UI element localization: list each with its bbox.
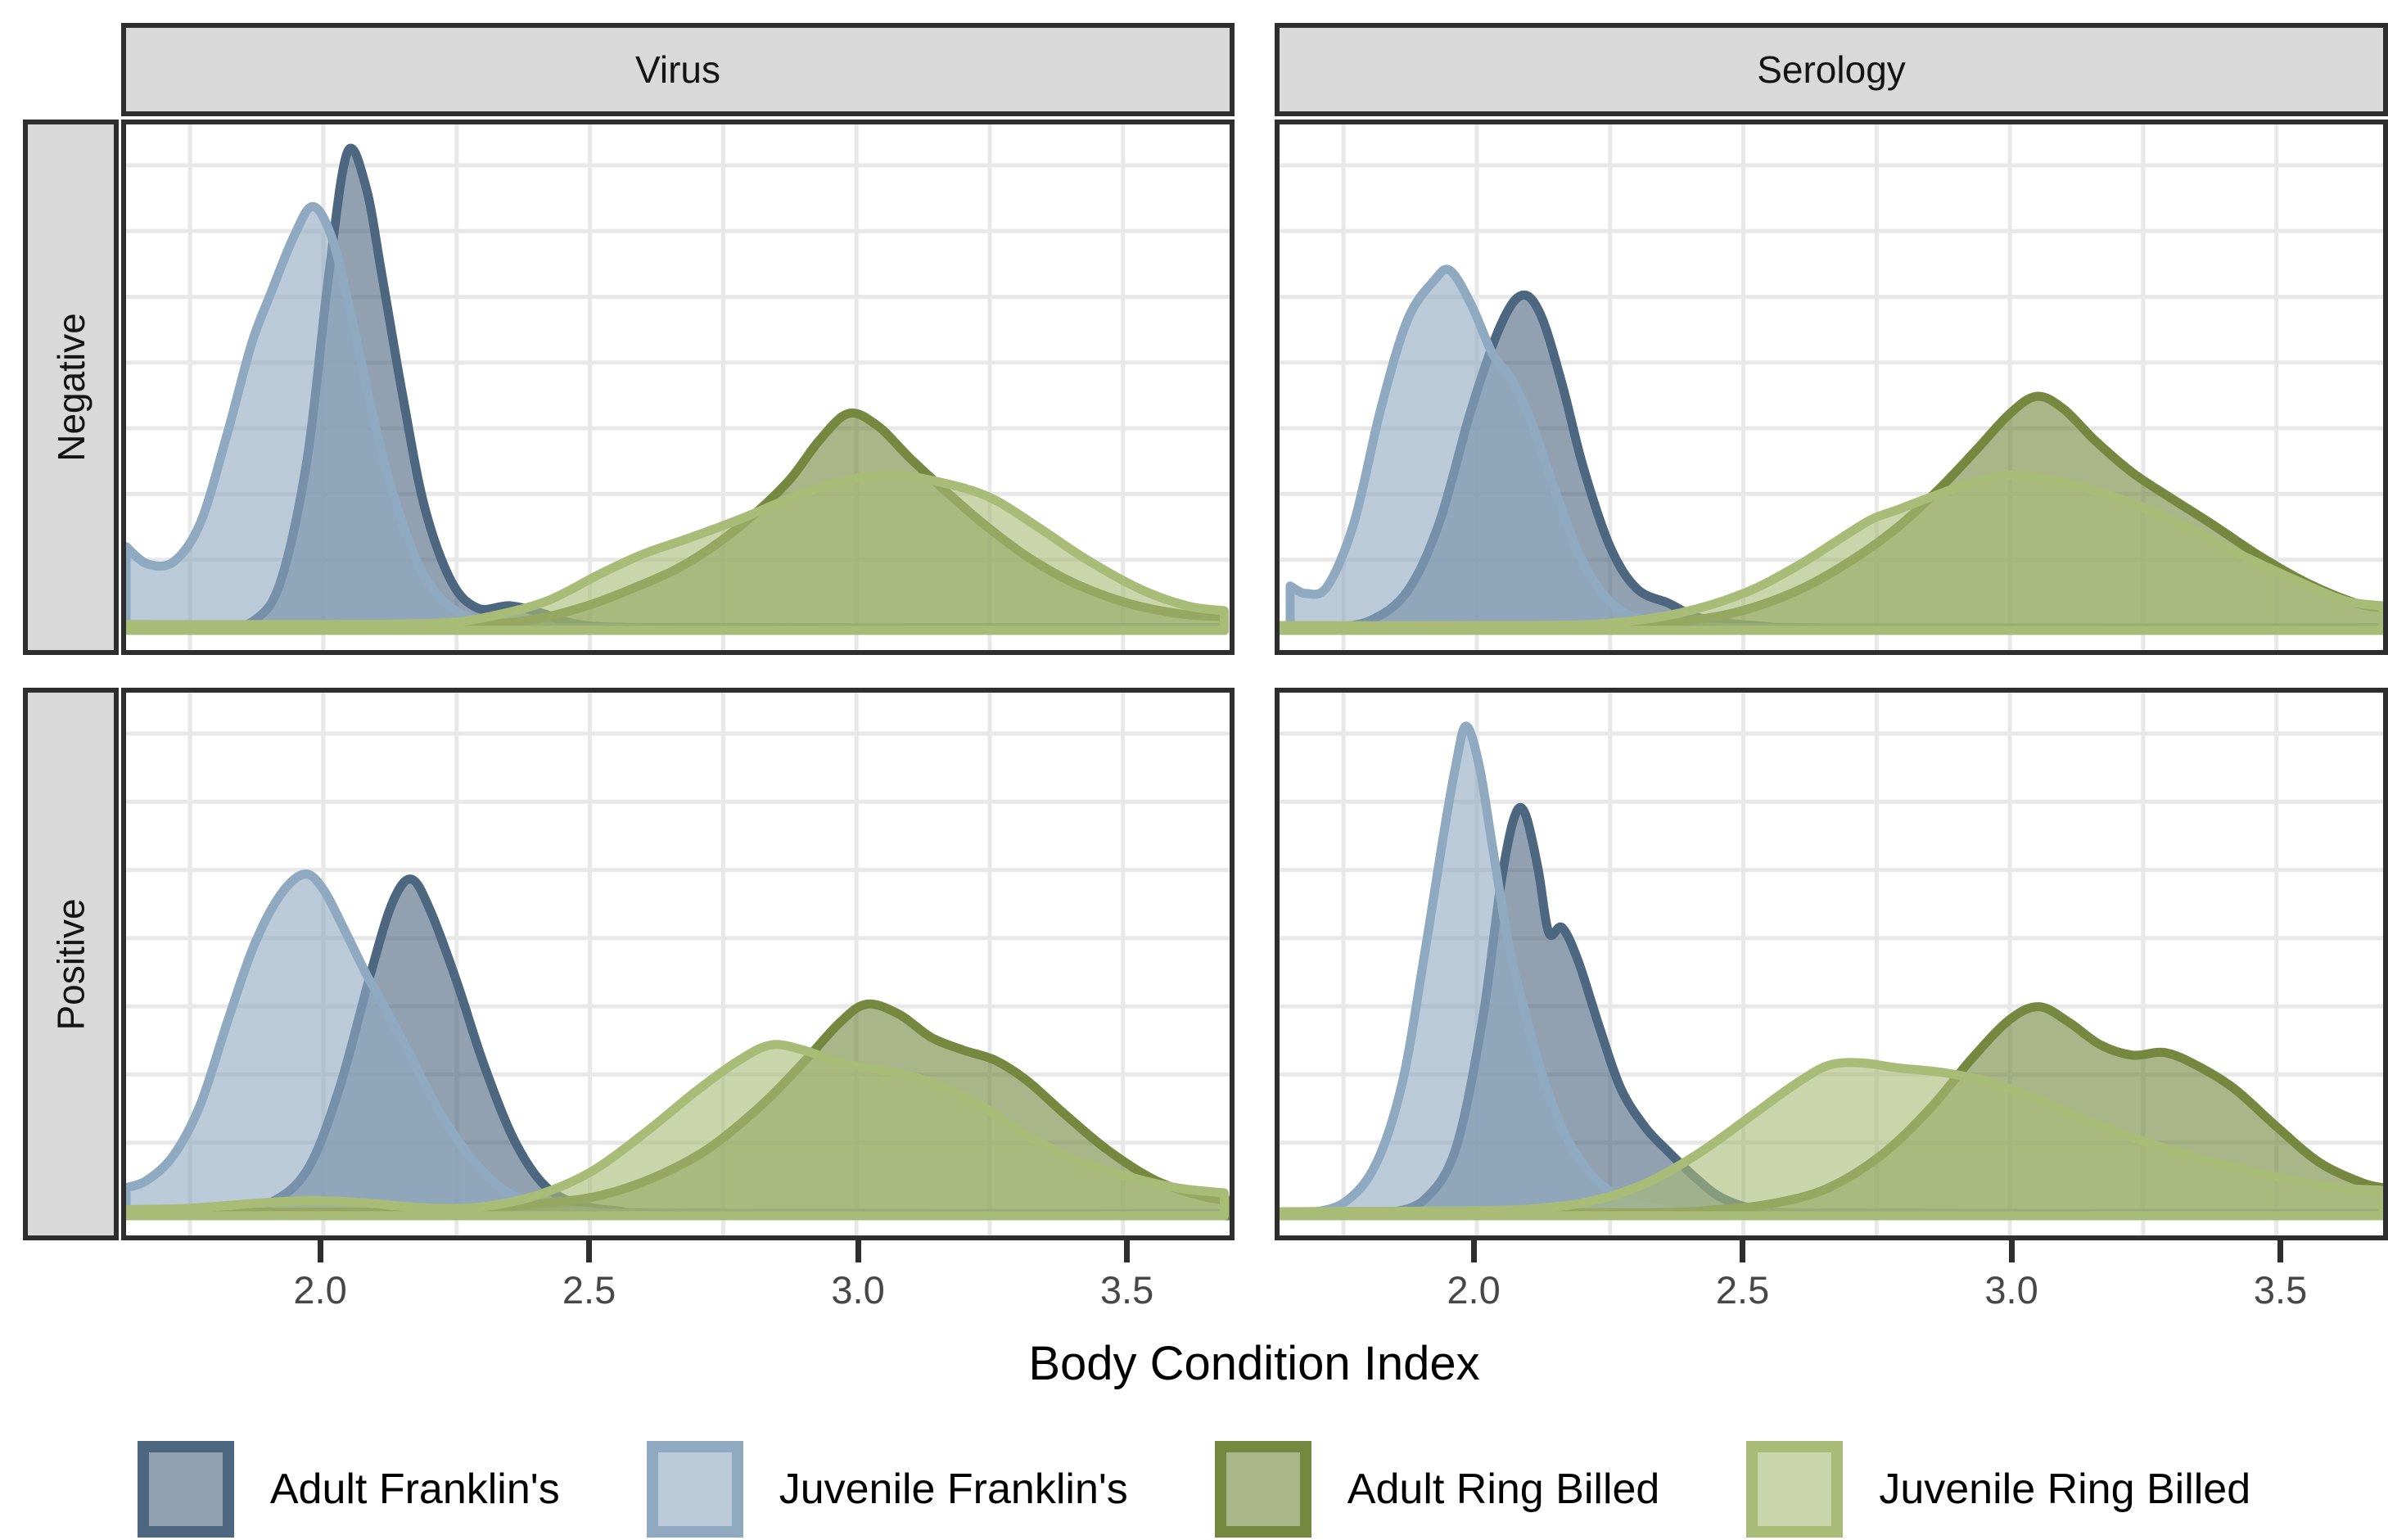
x-tick-label: 3.0 [831, 1268, 885, 1312]
density-curve-juvenile-ring-billed [126, 470, 1229, 635]
x-tick-mark [855, 1240, 861, 1262]
legend-label: Adult Franklin's [269, 1465, 560, 1513]
x-tick-label: 2.0 [293, 1268, 347, 1312]
legend-item: Adult Ring Billed [1214, 1441, 1660, 1538]
density-curve-juvenile-ring-billed [126, 1040, 1229, 1221]
density-plot-serology-negative [1280, 124, 2383, 650]
facet-strip-label: Positive [49, 897, 93, 1031]
x-tick-label: 2.5 [562, 1268, 616, 1312]
legend-key-swatch [646, 1441, 743, 1538]
facet-strip-label: Serology [1757, 48, 1906, 91]
legend-key-swatch [1214, 1441, 1311, 1538]
legend-label: Juvenile Ring Billed [1879, 1465, 2251, 1513]
facet-strip-label: Virus [635, 48, 720, 91]
density-plot-virus-negative [126, 124, 1230, 650]
x-tick-label: 3.5 [2253, 1268, 2308, 1312]
facet-strip-negative: Negative [23, 120, 119, 655]
x-tick-label: 3.5 [1099, 1268, 1154, 1312]
x-tick-mark [317, 1240, 323, 1262]
x-axis-title: Body Condition Index [1028, 1337, 1480, 1390]
density-curve-juvenile-ring-billed [1280, 470, 2383, 635]
x-tick-mark [586, 1240, 593, 1262]
legend: Adult Franklin's Juvenile Franklin's Adult… [0, 1441, 2388, 1538]
density-plot-virus-positive [126, 693, 1230, 1235]
facet-strip-virus: Virus [121, 23, 1235, 116]
density-curve-juvenile-ring-billed [1280, 1058, 2383, 1221]
legend-key-swatch [137, 1441, 234, 1538]
panel-virus-positive [121, 688, 1235, 1240]
panel-virus-negative [121, 120, 1235, 655]
facet-strip-serology: Serology [1275, 23, 2388, 116]
x-tick-mark [1740, 1240, 1746, 1262]
legend-item: Juvenile Franklin's [646, 1441, 1128, 1538]
x-tick-label: 2.0 [1447, 1268, 1501, 1312]
legend-item: Juvenile Ring Billed [1746, 1441, 2250, 1538]
panel-serology-positive [1275, 688, 2388, 1240]
x-tick-label: 2.5 [1715, 1268, 1770, 1312]
x-tick-mark [1124, 1240, 1131, 1262]
legend-label: Adult Ring Billed [1347, 1465, 1660, 1513]
x-tick-mark [2277, 1240, 2284, 1262]
density-plot-serology-positive [1280, 693, 2383, 1235]
x-tick-mark [1470, 1240, 1477, 1262]
legend-label: Juvenile Franklin's [779, 1465, 1128, 1513]
legend-item: Adult Franklin's [137, 1441, 560, 1538]
panel-serology-negative [1275, 120, 2388, 655]
x-tick-label: 3.0 [1984, 1268, 2038, 1312]
facet-strip-positive: Positive [23, 688, 119, 1240]
legend-key-swatch [1746, 1441, 1844, 1538]
x-tick-mark [2008, 1240, 2015, 1262]
facet-strip-label: Negative [49, 313, 93, 462]
